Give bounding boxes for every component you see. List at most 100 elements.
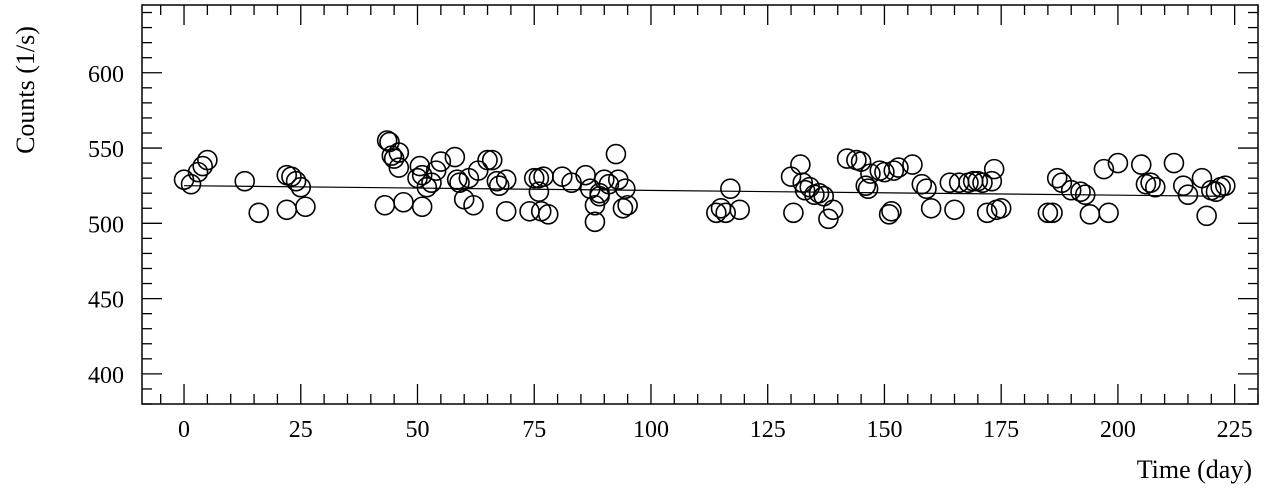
x-tick-label: 50 — [405, 417, 429, 443]
data-point — [706, 202, 727, 224]
data-point — [248, 202, 270, 224]
data-point — [1163, 152, 1185, 174]
data-point — [449, 172, 470, 193]
data-point — [234, 170, 256, 192]
data-point — [523, 167, 545, 189]
y-tick-label: 600 — [88, 62, 124, 88]
data-point — [1107, 152, 1129, 174]
data-point — [180, 173, 202, 195]
data-point — [612, 197, 634, 219]
data-point — [537, 203, 559, 225]
data-point — [981, 170, 1003, 192]
data-point — [614, 178, 636, 199]
data-point — [1196, 205, 1217, 227]
data-point — [388, 157, 410, 178]
data-point — [874, 161, 895, 183]
data-point — [295, 196, 316, 218]
data-point — [990, 197, 1012, 219]
data-point — [617, 194, 638, 216]
data-point — [857, 178, 879, 199]
data-point — [495, 169, 517, 190]
data-point — [192, 155, 214, 177]
data-point — [972, 172, 993, 193]
data-point — [605, 143, 627, 165]
data-point — [575, 164, 596, 186]
x-tick-label: 25 — [289, 417, 313, 443]
axes: 0 25 50 75 100 125 150 175 200 225 400 450 500 550 600 — [88, 4, 1259, 443]
fit-line-layer — [184, 185, 1221, 197]
data-point — [878, 203, 900, 225]
data-point — [374, 194, 396, 216]
data-point — [881, 200, 902, 222]
data-point — [477, 149, 498, 171]
data-point — [1046, 167, 1068, 189]
data-point — [421, 172, 442, 193]
data-point — [463, 194, 484, 216]
data-point — [376, 130, 398, 151]
x-tick-label: 225 — [1217, 417, 1253, 443]
x-tick-label: 125 — [750, 417, 786, 443]
data-point — [481, 149, 503, 171]
x-axis-title: Time (day) — [1137, 455, 1252, 484]
data-point — [593, 169, 615, 190]
data-point — [860, 163, 881, 184]
data-points — [173, 130, 1236, 233]
data-point — [976, 202, 998, 224]
data-point — [444, 146, 466, 168]
data-point — [888, 157, 909, 178]
data-point — [783, 202, 804, 224]
data-point — [486, 170, 508, 192]
data-point — [855, 175, 877, 196]
data-point — [836, 148, 858, 169]
x-tick-label: 75 — [522, 417, 546, 443]
data-point — [1140, 172, 1161, 193]
data-point — [1144, 176, 1166, 198]
y-tick-label: 450 — [88, 288, 124, 314]
y-tick-label: 500 — [88, 212, 124, 238]
data-point — [920, 197, 942, 219]
data-point — [409, 155, 431, 177]
data-point — [710, 197, 732, 219]
data-point — [1042, 202, 1063, 224]
data-point — [519, 200, 540, 222]
data-point — [1215, 175, 1236, 196]
data-point — [822, 199, 844, 221]
data-point — [285, 170, 307, 192]
x-tick-label: 0 — [178, 417, 190, 443]
data-point — [1060, 179, 1082, 201]
data-point — [1098, 202, 1119, 224]
data-point — [528, 181, 550, 203]
x-tick-label: 150 — [866, 417, 902, 443]
y-tick-label: 550 — [88, 137, 124, 163]
data-point — [411, 196, 433, 218]
data-point — [1037, 202, 1059, 224]
data-point — [794, 179, 816, 201]
data-point — [197, 149, 218, 171]
data-point — [290, 176, 312, 198]
x-tick-label: 200 — [1100, 417, 1136, 443]
data-point — [983, 158, 1005, 180]
data-point — [416, 176, 438, 198]
data-point — [1130, 154, 1152, 175]
data-point — [902, 154, 923, 175]
y-axis-title: Counts (1/s) — [11, 26, 40, 154]
data-point — [388, 142, 410, 163]
data-point — [720, 178, 741, 199]
data-point — [729, 199, 750, 221]
data-point — [276, 199, 298, 221]
data-point — [1074, 184, 1096, 206]
data-point — [1177, 184, 1199, 206]
data-point — [495, 200, 517, 222]
data-point — [1093, 158, 1115, 180]
x-tick-label: 175 — [983, 417, 1019, 443]
data-point — [488, 175, 510, 196]
data-point — [808, 182, 830, 204]
data-point — [430, 151, 452, 172]
plot-frame — [141, 4, 1259, 405]
data-point — [911, 173, 933, 195]
data-point — [173, 169, 195, 190]
data-point — [790, 154, 811, 175]
data-point — [584, 211, 606, 233]
data-point — [446, 169, 468, 190]
